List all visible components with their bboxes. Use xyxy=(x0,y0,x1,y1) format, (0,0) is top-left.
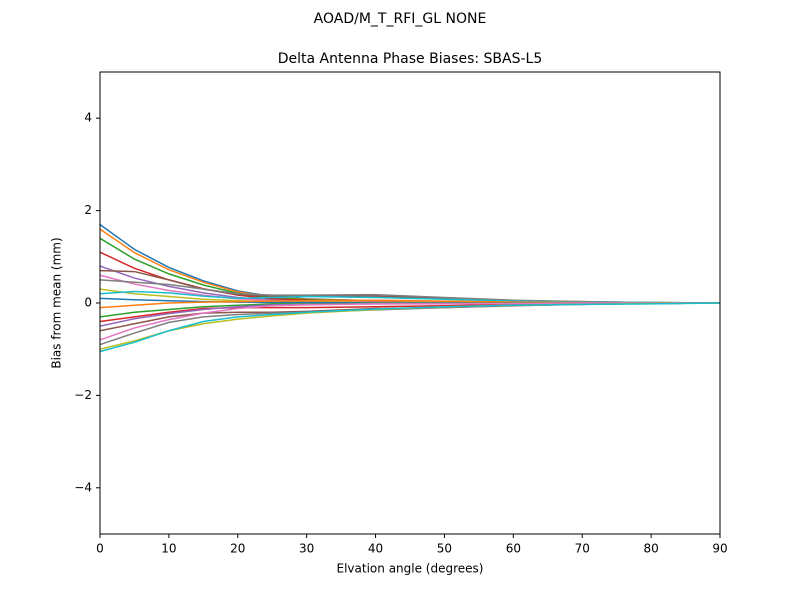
y-axis-label: Bias from mean (mm) xyxy=(50,237,64,368)
x-axis-label: Elvation angle (degrees) xyxy=(337,562,484,576)
x-tick-label: 80 xyxy=(643,542,658,556)
y-tick-label: −2 xyxy=(74,388,92,402)
x-tick-label: 30 xyxy=(299,542,314,556)
x-tick-label: 90 xyxy=(712,542,727,556)
y-tick-label: 4 xyxy=(84,111,92,125)
plot-frame xyxy=(99,71,721,535)
x-tick-label: 50 xyxy=(437,542,452,556)
suptitle: AOAD/M_T_RFI_GL NONE xyxy=(314,11,487,27)
y-tick-label: 0 xyxy=(84,296,92,310)
x-tick-label: 70 xyxy=(575,542,590,556)
x-tick-label: 20 xyxy=(230,542,245,556)
x-tick-label: 40 xyxy=(368,542,383,556)
series-line xyxy=(99,228,720,304)
y-tick-label: 2 xyxy=(84,203,92,217)
series-line xyxy=(99,302,720,341)
x-tick-label: 0 xyxy=(96,542,104,556)
series-line xyxy=(99,302,721,353)
chart-title: Delta Antenna Phase Biases: SBAS-L5 xyxy=(278,51,543,67)
y-tick-label: −4 xyxy=(74,480,92,494)
x-tick-label: 10 xyxy=(161,542,176,556)
x-tick-label: 60 xyxy=(506,542,521,556)
